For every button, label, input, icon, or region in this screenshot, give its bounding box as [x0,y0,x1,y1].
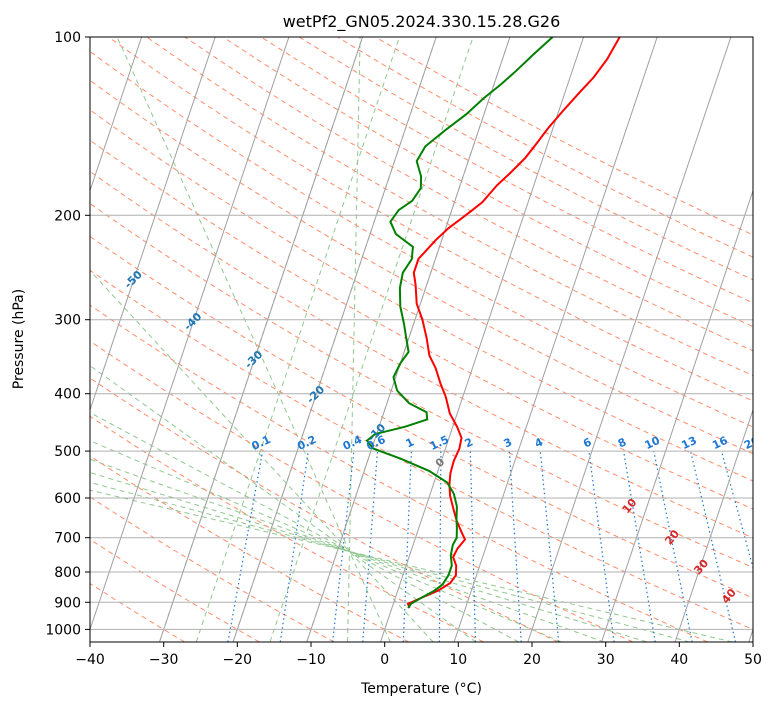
mixing-ratio-line [279,451,309,642]
mixing-ratio-line [227,450,264,642]
moist-adiabat [90,458,605,642]
y-tick-label: 200 [54,208,81,224]
dry-adiabat [90,79,753,455]
isotherm-line [90,37,290,632]
mixing-ratio-line [469,451,477,642]
y-tick-label: 500 [54,444,81,460]
y-axis-title: Pressure (hPa) [11,289,27,389]
mixing-ratio-lines [227,450,753,642]
pressure-gridlines [90,37,753,630]
dry-adiabat [90,202,753,569]
x-axis-title: Temperature (°C) [360,681,482,697]
mixing-ratio-line [402,451,412,642]
chart-title: wetPf2_GN05.2024.330.15.28.G26 [283,12,561,32]
moist-adiabat [90,412,519,642]
moist-adiabat [195,37,400,642]
isotherm-line [232,37,437,642]
y-tick-label: 700 [54,531,81,547]
dry-adiabat [90,170,753,539]
plot-frame [89,36,754,643]
moist-adiabat [90,489,733,642]
moist-adiabat [269,37,474,642]
dry-adiabat [90,415,484,642]
mixing-ratio-line [332,451,355,642]
x-tick-label: −10 [296,652,326,668]
dry-adiabat [90,304,708,642]
y-axis: 100 200 300 400 500 600 700 800 900 1000 [45,30,90,638]
y-tick-label: 100 [54,30,81,46]
isotherm-line [453,37,658,642]
y-tick-label: 1000 [45,622,81,638]
x-tick-label: 50 [744,652,762,668]
isotherm-line [306,37,511,642]
mixing-ratio-line [588,451,615,642]
dry-adiabat [108,37,753,402]
x-tick-label: 10 [449,652,467,668]
sounding-traces [365,37,621,609]
y-tick-label: 600 [54,491,81,507]
mixing-ratio-line [539,451,560,642]
isotherms [90,37,753,642]
mixing-ratio-label: 10 [643,434,663,452]
isotherm-line [90,37,216,412]
mixing-ratio-label: 13 [679,434,698,452]
y-tick-label: 300 [54,313,81,329]
moist-adiabat [347,37,361,642]
mixing-ratio-line [690,450,737,642]
mixing-ratio-label: 20 [742,434,762,452]
x-tick-label: −40 [75,652,105,668]
x-tick-label: 0 [380,652,389,668]
x-tick-label: 40 [670,652,688,668]
x-tick-label: −30 [149,652,179,668]
dry-adiabat [90,269,753,630]
dry-adiabats [90,37,753,642]
isotherm-line [380,37,585,642]
mixing-ratio-line [438,451,442,642]
mixing-ratio-label: 16 [710,434,730,452]
temperature-trace [406,37,621,609]
dry-adiabat [260,37,753,304]
dry-adiabat [90,538,260,642]
y-tick-label: 400 [54,387,81,403]
isotherm-line [601,189,753,642]
y-tick-label: 900 [54,595,81,611]
y-tick-label: 800 [54,565,81,581]
x-tick-label: 30 [597,652,615,668]
isotherm-line [159,37,364,642]
isotherm-line [527,37,732,642]
mixing-ratio-line [362,451,379,642]
dry-adiabat [90,340,634,642]
dry-adiabat [184,37,753,352]
x-tick-label: −20 [223,652,253,668]
moist-adiabat [90,481,690,642]
moist-adiabat [116,37,391,642]
mixing-ratio-line [623,451,656,642]
x-tick-label: 20 [523,652,541,668]
isotherm-line [90,37,143,193]
x-axis: −40 −30 −20 −10 0 10 20 30 40 50 [75,642,762,668]
isotherm-line [674,408,753,642]
dewpoint-trace [365,37,554,609]
dry-adiabat [90,139,753,510]
mixing-ratio-line [508,451,522,642]
